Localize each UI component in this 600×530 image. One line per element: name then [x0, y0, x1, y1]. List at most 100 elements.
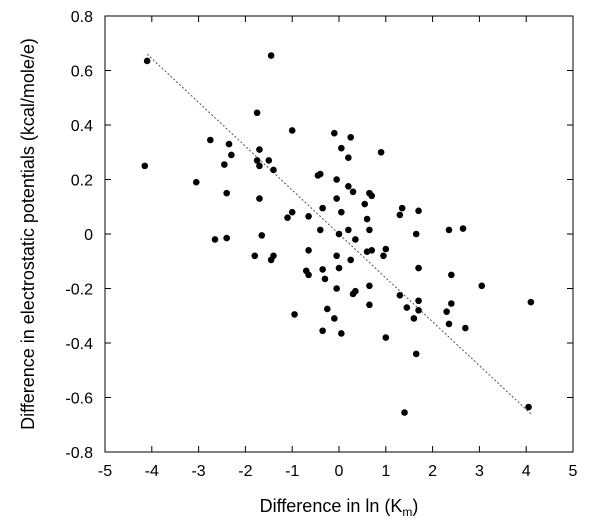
data-point	[265, 157, 273, 164]
data-point	[345, 154, 352, 161]
data-point	[366, 226, 373, 234]
x-axis-title: Difference in ln (Km)	[260, 496, 419, 519]
data-point	[478, 282, 486, 290]
data-point	[401, 409, 408, 416]
data-point	[211, 236, 219, 243]
y-axis-ticks	[105, 15, 573, 453]
data-point	[412, 350, 420, 358]
data-point	[141, 162, 149, 170]
data-point	[368, 192, 376, 200]
data-point	[443, 308, 450, 315]
x-tick-label: 4	[522, 463, 531, 480]
y-tick-label: -0.6	[65, 391, 93, 408]
data-point	[338, 208, 345, 216]
y-tick-label: 0	[84, 227, 93, 244]
data-point	[527, 298, 535, 306]
data-point	[319, 327, 326, 335]
data-point	[267, 256, 275, 264]
data-point	[415, 264, 422, 272]
data-point	[415, 297, 422, 305]
data-point	[256, 146, 263, 153]
data-point	[415, 307, 422, 314]
data-point	[305, 212, 312, 220]
y-tick-label: 0.4	[71, 118, 93, 135]
data-point	[352, 236, 359, 243]
x-axis-tick-labels: -5 -4 -3 -2 -1 0 1 2 3 4 5	[98, 463, 578, 480]
data-point	[305, 271, 312, 279]
x-tick-label: 3	[475, 463, 484, 480]
data-point	[251, 252, 259, 260]
x-tick-label: 0	[335, 463, 344, 480]
data-point	[445, 226, 453, 234]
data-point	[221, 161, 228, 168]
data-point	[225, 140, 233, 148]
data-point	[321, 275, 329, 283]
data-point	[324, 305, 331, 313]
x-tick-label: 5	[569, 463, 578, 480]
data-point	[256, 195, 263, 202]
data-point	[382, 334, 390, 341]
data-point	[288, 208, 296, 216]
data-point	[396, 292, 404, 299]
y-tick-label: 0.6	[71, 64, 93, 81]
data-point	[415, 207, 422, 215]
x-tick-label: -3	[191, 463, 205, 480]
data-point	[253, 109, 261, 117]
data-point	[331, 315, 338, 322]
data-point	[288, 127, 296, 134]
data-point	[347, 133, 355, 141]
x-tick-label: -2	[238, 463, 252, 480]
data-point	[333, 176, 340, 183]
data-point	[345, 226, 352, 234]
data-point	[223, 234, 230, 242]
data-point	[368, 247, 376, 254]
data-point	[363, 215, 371, 223]
data-point	[333, 252, 340, 260]
data-point	[305, 247, 312, 254]
y-axis-tick-labels: -0.8 -0.6 -0.4 -0.2 0 0.2 0.4 0.6 0.8	[65, 9, 93, 462]
data-point	[253, 157, 261, 164]
data-point	[366, 282, 373, 290]
data-point	[258, 232, 266, 239]
y-tick-label: 0.8	[71, 9, 93, 26]
data-point	[366, 301, 373, 309]
x-axis-title-subscript: m	[402, 505, 412, 519]
data-point	[380, 252, 387, 260]
data-point	[448, 271, 455, 279]
data-point	[256, 162, 263, 170]
x-axis-ticks	[104, 16, 574, 452]
data-point	[207, 136, 214, 144]
data-point	[398, 204, 406, 212]
data-point	[319, 204, 326, 212]
data-point	[192, 178, 200, 186]
data-point	[403, 304, 411, 311]
data-point	[361, 200, 369, 208]
data-point	[331, 129, 338, 137]
data-point	[396, 211, 404, 219]
data-point	[352, 287, 359, 295]
data-point	[270, 166, 277, 174]
data-point	[410, 315, 418, 322]
data-point	[382, 245, 390, 253]
data-point	[223, 189, 230, 197]
data-point	[284, 214, 291, 221]
y-tick-label: -0.8	[65, 445, 93, 462]
data-points	[141, 52, 535, 416]
x-tick-label: 1	[381, 463, 390, 480]
data-point	[333, 195, 340, 202]
data-point	[316, 170, 324, 178]
y-tick-label: 0.2	[71, 173, 93, 190]
data-point	[462, 324, 469, 332]
data-point	[143, 57, 151, 65]
data-point	[445, 320, 453, 328]
data-point	[267, 52, 275, 59]
data-point	[349, 188, 357, 196]
x-tick-label: -1	[285, 463, 299, 480]
data-point	[335, 230, 343, 238]
x-tick-label: 2	[428, 463, 437, 480]
x-tick-label: -5	[98, 463, 112, 480]
x-tick-label: -4	[145, 463, 159, 480]
data-point	[335, 264, 343, 272]
data-point	[319, 266, 326, 273]
